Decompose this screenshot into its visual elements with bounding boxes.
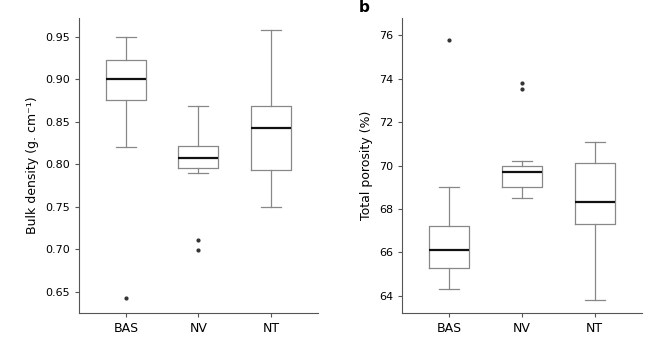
Y-axis label: Total porosity (%): Total porosity (%) <box>360 111 373 220</box>
Text: b: b <box>359 0 370 15</box>
Y-axis label: Bulk density (g. cm⁻¹): Bulk density (g. cm⁻¹) <box>26 97 39 234</box>
